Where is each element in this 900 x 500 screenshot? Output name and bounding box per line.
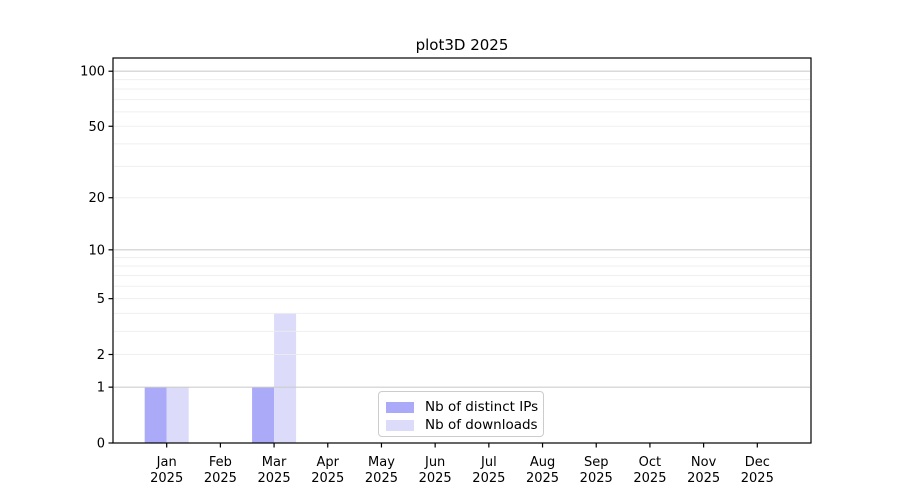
legend-swatch-distinct-ips xyxy=(386,401,414,413)
x-tick-year-sep: 2025 xyxy=(580,471,613,486)
y-tick-label-20: 20 xyxy=(88,191,105,206)
x-tick-year-may: 2025 xyxy=(365,471,398,486)
x-tick-month-jul: Jul xyxy=(480,455,497,470)
y-tick-label-5: 5 xyxy=(97,292,105,307)
x-tick-year-apr: 2025 xyxy=(311,471,344,486)
legend-box: Nb of distinct IPs Nb of downloads xyxy=(378,391,544,437)
x-tick-year-mar: 2025 xyxy=(258,471,291,486)
x-tick-year-feb: 2025 xyxy=(204,471,237,486)
x-tick-month-oct: Oct xyxy=(639,455,661,470)
x-tick-month-dec: Dec xyxy=(745,455,770,470)
y-tick-label-0: 0 xyxy=(97,437,105,452)
legend-label-distinct-ips: Nb of distinct IPs xyxy=(425,398,539,415)
x-tick-month-apr: Apr xyxy=(317,455,340,470)
chart-title: plot3D 2025 xyxy=(415,36,509,54)
y-tick-label-50: 50 xyxy=(88,120,105,135)
y-tick-label-1: 1 xyxy=(97,381,105,396)
x-tick-year-jan: 2025 xyxy=(150,471,183,486)
bar-downloads-jan xyxy=(166,387,189,443)
y-tick-label-10: 10 xyxy=(88,243,105,258)
legend-label-downloads: Nb of downloads xyxy=(425,416,538,433)
bar-distinct-ips-mar xyxy=(252,387,275,443)
bar-downloads-mar xyxy=(274,313,297,443)
bar-distinct-ips-jan xyxy=(144,387,167,443)
y-tick-label-2: 2 xyxy=(97,348,105,363)
x-tick-month-sep: Sep xyxy=(584,455,609,470)
plot-border xyxy=(112,57,812,444)
x-tick-year-jun: 2025 xyxy=(419,471,452,486)
x-tick-year-oct: 2025 xyxy=(633,471,666,486)
x-tick-month-nov: Nov xyxy=(691,455,717,470)
x-tick-month-mar: Mar xyxy=(262,455,287,470)
legend-item-downloads: Nb of downloads xyxy=(386,416,543,434)
x-tick-month-jun: Jun xyxy=(424,455,445,470)
x-tick-year-jul: 2025 xyxy=(472,471,505,486)
x-tick-year-nov: 2025 xyxy=(687,471,720,486)
x-tick-month-may: May xyxy=(368,455,395,470)
legend-item-distinct-ips: Nb of distinct IPs xyxy=(386,398,543,416)
x-tick-year-aug: 2025 xyxy=(526,471,559,486)
x-tick-month-jan: Jan xyxy=(156,455,177,470)
x-tick-month-aug: Aug xyxy=(530,455,555,470)
y-tick-label-100: 100 xyxy=(80,65,105,80)
x-tick-month-feb: Feb xyxy=(209,455,232,470)
x-tick-year-dec: 2025 xyxy=(741,471,774,486)
legend-swatch-downloads xyxy=(386,419,414,431)
